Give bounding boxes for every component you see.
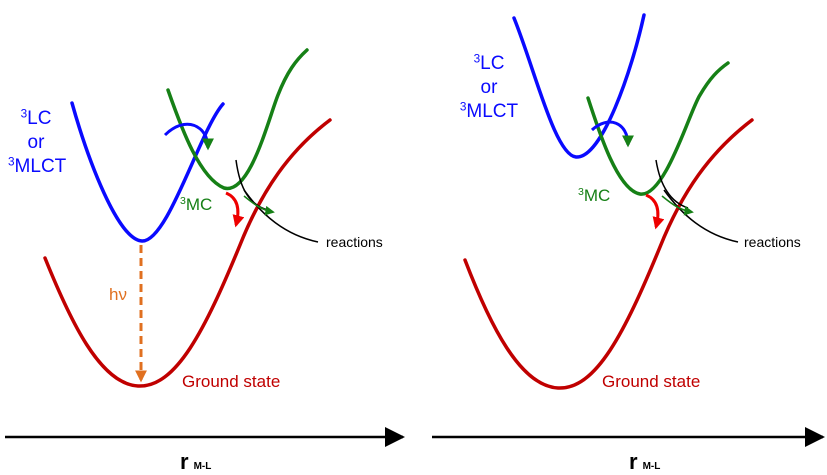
reaction-curve-upper: [655, 159, 689, 209]
triplet-label: 3LC or 3MLCT: [8, 107, 67, 177]
r-axis-label-left: r M-L: [180, 449, 212, 474]
mc-label: 3MC: [578, 186, 611, 205]
reaction-curve-lower: [243, 189, 319, 243]
isc-arrow: [590, 120, 634, 148]
isc-arrow: [163, 122, 214, 151]
mc-label: 3MC: [180, 195, 213, 214]
ground-state-curve: [463, 118, 754, 390]
ground-state-label: Ground state: [182, 372, 281, 391]
panel-left: [5, 48, 405, 447]
mc-to-ground-arrow: [225, 191, 245, 228]
mc-to-ground-arrow: [645, 193, 665, 230]
mc-to-reaction-arrow: [661, 195, 694, 216]
triplet-state-curve: [512, 13, 646, 159]
mc-to-reaction-arrow: [243, 195, 275, 216]
r-axis-label-right: r M-L: [629, 449, 661, 474]
triplet-label: 3LC or 3MLCT: [459, 52, 519, 122]
ground-state-label: Ground state: [602, 372, 701, 391]
reactions-label: reactions: [744, 234, 801, 250]
mc-state-curve: [586, 61, 730, 196]
ground-state-curve: [43, 118, 332, 388]
reactions-label: reactions: [326, 234, 383, 250]
reaction-curve-lower: [663, 189, 739, 243]
triplet-state-curve: [70, 101, 225, 243]
panel-right: [432, 13, 825, 447]
emission-label: hν: [109, 285, 127, 304]
mc-state-curve: [166, 48, 309, 190]
